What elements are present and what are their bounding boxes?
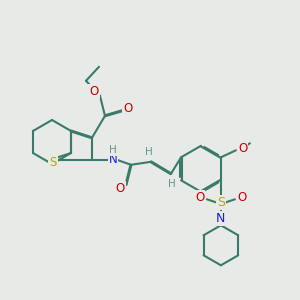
- Text: O: O: [89, 85, 99, 98]
- Text: S: S: [50, 156, 57, 169]
- Text: O: O: [238, 142, 248, 155]
- Text: O: O: [116, 182, 124, 195]
- Text: N: N: [109, 153, 117, 166]
- Text: S: S: [217, 196, 225, 209]
- Text: O: O: [195, 191, 205, 204]
- Text: N: N: [216, 212, 226, 225]
- Text: O: O: [123, 102, 133, 115]
- Text: H: H: [168, 179, 176, 189]
- Text: H: H: [109, 145, 117, 155]
- Text: O: O: [237, 191, 247, 204]
- Text: H: H: [145, 147, 153, 157]
